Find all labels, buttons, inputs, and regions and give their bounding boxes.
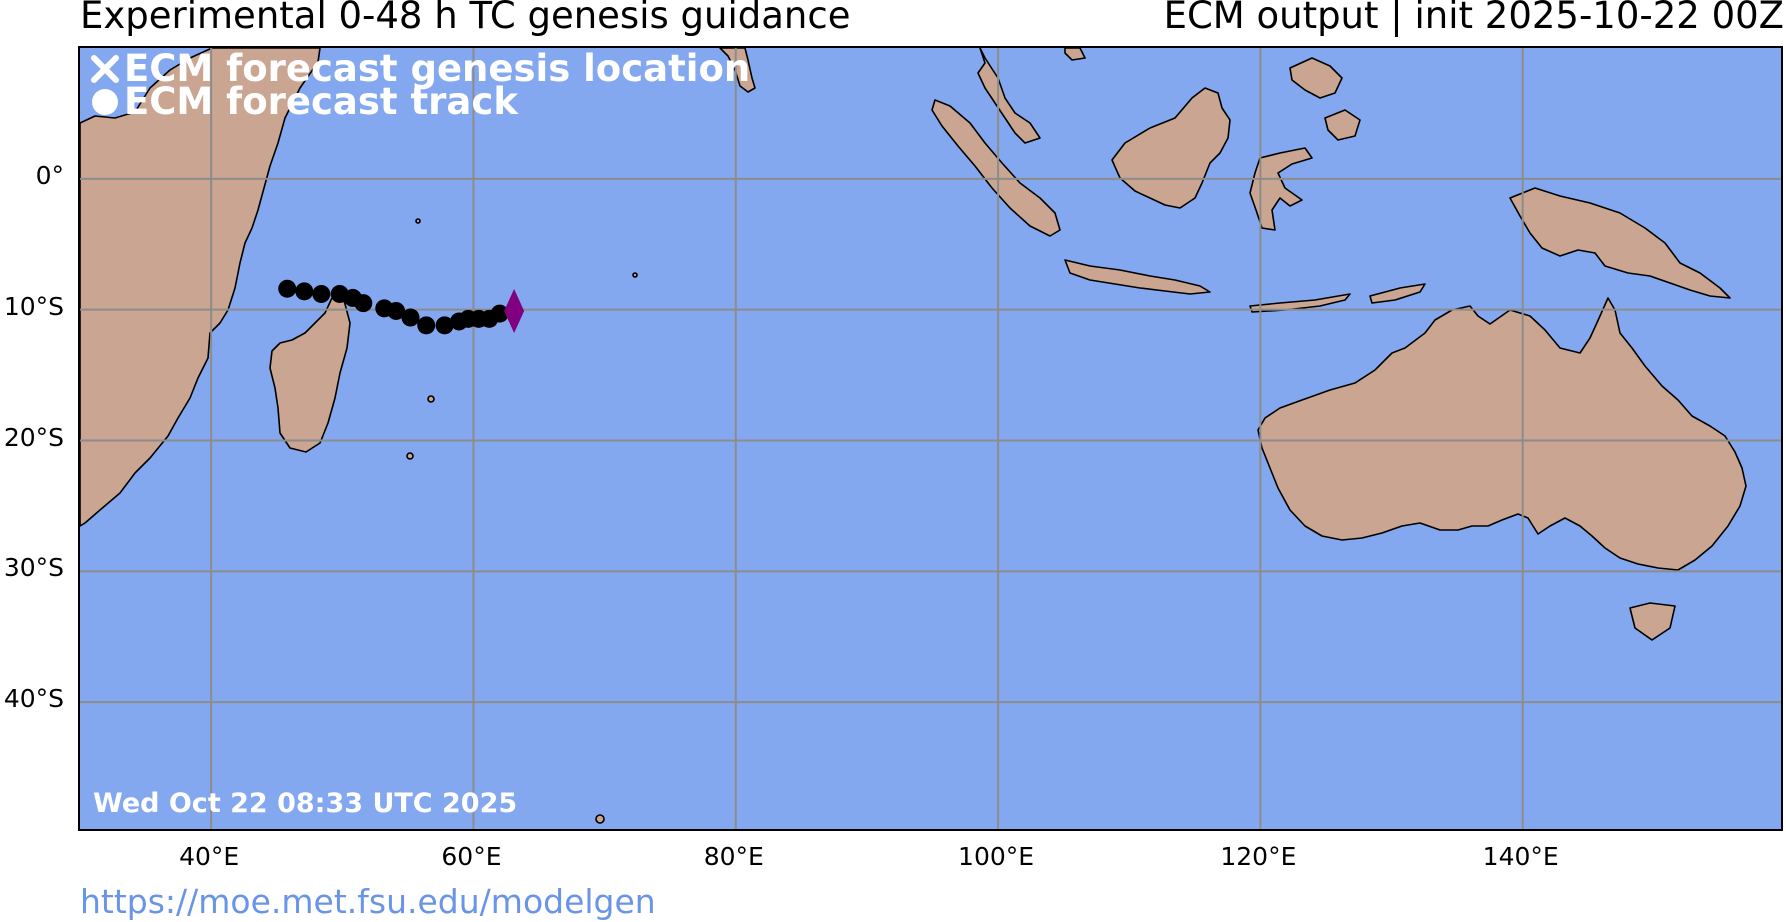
land-island-mauritius (406, 452, 414, 460)
lon-tick-label: 80°E (703, 842, 764, 871)
land-sulawesi (1249, 147, 1313, 231)
legend-track-label: ECM forecast track (124, 80, 518, 123)
storm-diamond-icon (504, 288, 525, 333)
track-point (401, 308, 420, 327)
x-mark-icon (90, 54, 120, 84)
land-island-seychelles (415, 218, 421, 224)
land-new-guinea (1509, 187, 1731, 299)
land-island-reunion (427, 395, 435, 403)
lat-tick-label: 40°S (3, 684, 64, 714)
land-timor (1369, 283, 1426, 304)
map-canvas (80, 48, 1781, 829)
lat-tick-label: 0° (35, 160, 64, 190)
land-sumatra (931, 99, 1061, 237)
track-point (312, 284, 331, 303)
legend: ECM forecast genesis location ECM foreca… (90, 47, 751, 123)
land-tasmania (1629, 602, 1676, 641)
track-point (387, 301, 406, 320)
forecast-track (278, 279, 509, 335)
lon-tick-label: 120°E (1220, 842, 1297, 871)
land-philippines (1289, 57, 1343, 99)
land-mindanao (1324, 109, 1361, 141)
lat-tick-label: 10°S (3, 291, 64, 321)
land-lesser-sunda (1249, 293, 1351, 313)
lon-tick-label: 60°E (441, 842, 502, 871)
track-point (435, 316, 454, 335)
lon-tick-label: 100°E (958, 842, 1035, 871)
land-island-chagos (632, 272, 638, 278)
land-island-kerguelen (595, 814, 605, 824)
land-java (1064, 259, 1211, 295)
storm-marker-layer (504, 288, 525, 333)
track-point (278, 279, 297, 298)
landmasses (80, 48, 1747, 824)
lon-tick-label: 140°E (1482, 842, 1559, 871)
legend-track: ECM forecast track (90, 80, 750, 123)
source-url-link[interactable]: https://moe.met.fsu.edu/modelgen (80, 882, 656, 921)
track-point (417, 316, 436, 335)
graticule (80, 48, 1781, 829)
timestamp: Wed Oct 22 08:33 UTC 2025 (93, 788, 518, 819)
lon-tick-label: 40°E (179, 842, 240, 871)
chart-title-left: Experimental 0-48 h TC genesis guidance (80, 0, 851, 37)
lat-tick-label: 30°S (3, 553, 64, 583)
land-indochina (977, 48, 1041, 144)
land-australia (1257, 297, 1747, 571)
track-point (295, 282, 314, 301)
lat-tick-label: 20°S (3, 422, 64, 452)
track-point (490, 304, 509, 323)
land-east-africa (80, 48, 321, 527)
filled-circle-icon (90, 87, 120, 117)
track-point (354, 294, 373, 313)
legend-genesis-label: ECM forecast genesis location (124, 47, 751, 90)
map-panel: ECM forecast genesis location ECM foreca… (78, 46, 1783, 831)
legend-genesis: ECM forecast genesis location (90, 47, 751, 90)
chart-title-right: ECM output | init 2025-10-22 00Z (1163, 0, 1784, 37)
land-vietnam (1064, 48, 1086, 61)
land-india-tip (719, 48, 756, 93)
